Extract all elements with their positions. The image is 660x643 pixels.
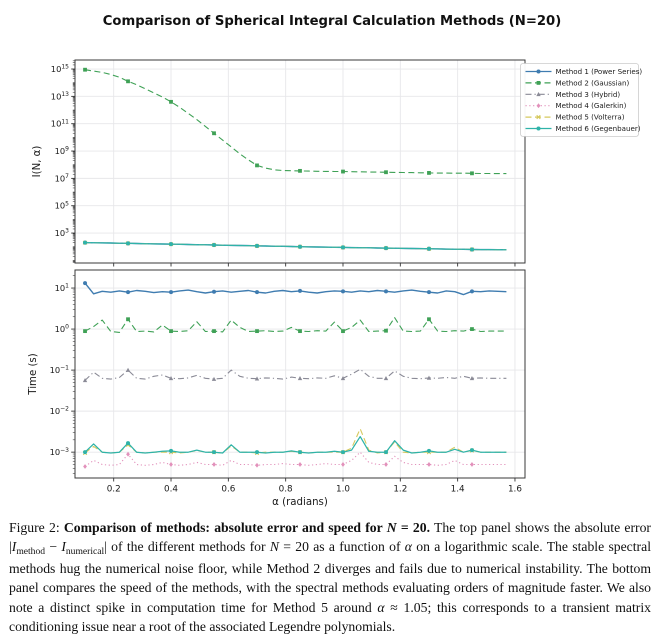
method-1-time-line	[84, 282, 507, 296]
legend-label: Method 3 (Hybrid)	[556, 90, 621, 99]
caption-segment: The top panel shows the absolute error |	[9, 520, 651, 555]
x-axis-label: α (radians)	[272, 497, 328, 508]
caption-segment: | of the different methods for	[104, 539, 270, 555]
caption-segment: = 20 as a function of	[279, 539, 405, 555]
figure-title: Comparison of Spherical Integral Calcula…	[103, 14, 562, 29]
caption-segment: I	[61, 539, 66, 555]
method-2-time-markers	[83, 317, 474, 334]
figure-caption: Figure 2: Comparison of methods: absolut…	[0, 515, 660, 637]
method-6-time-line	[84, 435, 507, 454]
caption-segment: numerical	[65, 546, 105, 558]
caption-segment: ≈ 1.05; this corresponds to a transient …	[9, 599, 652, 635]
method-4-time-markers	[83, 451, 474, 469]
caption-segment: α	[377, 599, 385, 615]
y-tick-label: 10−3	[50, 447, 70, 457]
x-tick-label: 0.8	[279, 485, 293, 495]
method-6-absolute-error-line	[84, 241, 507, 251]
y-tick-label: 109	[55, 146, 70, 156]
legend-item-method-6: Method 6 (Gegenbauer)	[525, 124, 641, 133]
method-3-time-line	[84, 368, 507, 381]
method-1-time-markers	[83, 281, 474, 295]
caption-segment: I	[11, 539, 17, 555]
method-3-time-markers	[82, 367, 475, 383]
y-tick-label: 10−2	[50, 406, 70, 416]
y-tick-label: 10−1	[50, 365, 70, 375]
legend-item-method-5: Method 5 (Volterra)	[525, 113, 625, 122]
x-tick-label: 0.4	[164, 485, 178, 495]
y-tick-label: 1015	[51, 64, 69, 74]
y-tick-label: 101	[55, 283, 70, 293]
y-tick-label: 1013	[51, 91, 69, 101]
y-axis-label: Time (s)	[28, 353, 39, 395]
caption-segment: N	[386, 520, 397, 535]
method-2-absolute-error-markers	[83, 67, 474, 176]
legend-label: Method 6 (Gegenbauer)	[556, 124, 641, 133]
x-tick-label: 0.2	[107, 485, 121, 495]
caption-segment: = 20.	[396, 520, 430, 535]
method-6-absolute-error-markers	[83, 240, 474, 252]
caption-segment: Comparison of methods: absolute error an…	[63, 520, 387, 535]
caption-segment: α	[404, 539, 412, 555]
legend-item-method-3: Method 3 (Hybrid)	[525, 90, 621, 99]
y-tick-label: 1011	[51, 118, 69, 128]
caption-segment: −	[45, 539, 62, 555]
legend-label: Method 1 (Power Series)	[556, 67, 643, 76]
legend-item-method-4: Method 4 (Galerkin)	[525, 101, 627, 110]
y-tick-label: 105	[55, 200, 70, 210]
caption-segment: on a logarithmic scale. The stable spect…	[9, 539, 651, 615]
x-tick-label: 1.2	[393, 485, 407, 495]
caption-segment: Figure 2:	[9, 520, 64, 535]
x-tick-label: 1.4	[451, 485, 465, 495]
chart-panels: 103 105 107 109 1011 1013 1015 I(N, α) Method 1 …	[28, 59, 643, 508]
y-tick-label: 103	[55, 228, 70, 238]
legend-label: Method 5 (Volterra)	[556, 113, 625, 122]
y-axis-label: I(N, α)	[32, 146, 43, 178]
figure-2-chart: Comparison of Spherical Integral Calcula…	[28, 14, 643, 508]
x-tick-label: 0.6	[221, 485, 235, 495]
legend: Method 1 (Power Series) Method 2 (Gaussia…	[520, 63, 643, 137]
method-5-time-line	[84, 428, 507, 454]
legend-item-method-2: Method 2 (Gaussian)	[525, 78, 630, 87]
panel-absolute-error: 103 105 107 109 1011 1013 1015 I(N, α) Method 1 …	[32, 59, 643, 267]
x-tick-label: 1.6	[508, 485, 522, 495]
method-4-time-line	[84, 451, 507, 467]
method-6-time-markers	[83, 441, 474, 455]
method-2-time-line	[84, 317, 507, 333]
legend-label: Method 2 (Gaussian)	[556, 78, 630, 87]
legend-label: Method 4 (Galerkin)	[556, 101, 627, 110]
caption-segment: method	[16, 546, 46, 558]
legend-item-method-1: Method 1 (Power Series)	[525, 67, 643, 76]
panel-time: 10−3 10−2 10−1 100 101 0.2 0.4 0.6 0.8 1.0 1.2 1.4 1…	[28, 269, 526, 508]
caption-segment: N	[269, 539, 279, 555]
y-tick-label: 100	[55, 324, 70, 334]
y-tick-label: 107	[55, 173, 70, 183]
method-2-absolute-error-line	[84, 69, 507, 175]
x-tick-label: 1.0	[336, 485, 350, 495]
